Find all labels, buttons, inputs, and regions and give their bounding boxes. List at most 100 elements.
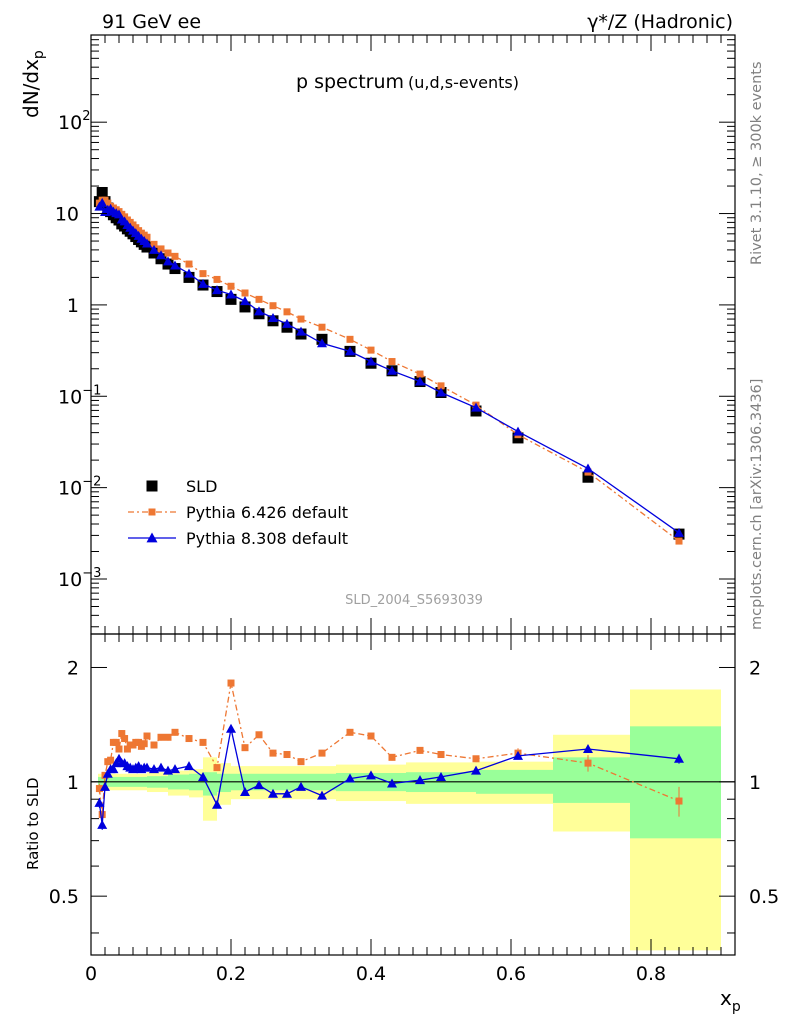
ratio-point-pythia-6-426-default	[346, 728, 354, 736]
y-tick-label: 102	[58, 109, 90, 134]
main-series-layer	[93, 186, 685, 545]
y-tick-label: 10−1	[58, 383, 101, 408]
ratio-point-pythia-8-308-default	[583, 744, 593, 754]
ratio-point-pythia-8-308-default	[387, 778, 397, 788]
y-tick-base: 10	[58, 478, 82, 500]
y-tick-label: 10−3	[58, 566, 101, 591]
ratio-y-tick-label: 2	[67, 657, 79, 679]
ratio-point-pythia-6-426-default	[283, 751, 291, 759]
legend-marker	[146, 480, 158, 492]
legend-marker	[148, 508, 156, 516]
point-pythia-6-426-default	[416, 370, 424, 378]
ratio-point-pythia-8-308-default	[317, 790, 327, 800]
ratio-point-pythia-6-426-default	[227, 679, 235, 687]
y-tick-base: 1	[67, 295, 79, 317]
point-pythia-6-426-default	[388, 358, 396, 366]
ratio-point-pythia-8-308-default	[513, 750, 523, 760]
ratio-y-tick-label-right: 0.5	[749, 886, 779, 908]
ratio-point-pythia-6-426-default	[185, 735, 193, 743]
legend-label: SLD	[186, 477, 217, 496]
ratio-point-pythia-8-308-default	[156, 762, 166, 772]
ratio-point-pythia-6-426-default	[318, 749, 326, 757]
point-pythia-8-308-default	[142, 238, 152, 248]
ratio-y-tick-label-right: 2	[749, 657, 761, 679]
ratio-point-pythia-6-426-default	[157, 733, 165, 741]
ratio-point-pythia-6-426-default	[140, 740, 148, 748]
point-pythia-8-308-default	[366, 356, 376, 366]
ratio-point-pythia-8-308-default	[212, 799, 222, 809]
point-pythia-6-426-default	[157, 245, 165, 253]
ratio-point-pythia-8-308-default	[345, 773, 355, 783]
ratio-point-pythia-6-426-default	[95, 785, 103, 793]
point-pythia-8-308-default	[97, 197, 108, 207]
analysis-watermark: SLD_2004_S5693039	[345, 593, 483, 608]
point-pythia-8-308-default	[268, 312, 278, 322]
y-tick-base: 10	[58, 569, 82, 591]
side-label-bottom: mcplots.cern.ch [arXiv:1306.3436]	[749, 379, 765, 630]
ratio-y-label: Ratio to SLD	[24, 777, 42, 870]
point-pythia-6-426-default	[675, 537, 683, 545]
point-sld	[96, 186, 108, 198]
ratio-point-pythia-8-308-default	[102, 768, 113, 778]
point-pythia-8-308-default	[296, 326, 306, 336]
point-pythia-6-426-default	[171, 252, 179, 260]
ratio-point-pythia-6-426-default	[143, 732, 151, 740]
point-pythia-8-308-default	[226, 289, 236, 299]
ratio-point-pythia-8-308-default	[240, 787, 250, 797]
point-pythia-8-308-default	[387, 365, 397, 375]
y-tick-base: 10	[55, 204, 79, 226]
ratio-point-pythia-8-308-default	[108, 764, 119, 774]
ratio-y-tick-label: 0.5	[49, 886, 79, 908]
ratio-y-tick-label-right: 1	[749, 772, 761, 794]
x-tick-label: 0.4	[356, 963, 386, 985]
ratio-point-pythia-6-426-default	[107, 756, 115, 764]
ratio-point-pythia-8-308-default	[254, 780, 264, 790]
ratio-point-pythia-8-308-default	[415, 775, 425, 785]
main-y-label-text: dN/dx	[19, 59, 43, 118]
point-pythia-6-426-default	[213, 275, 221, 283]
point-pythia-6-426-default	[297, 315, 305, 323]
point-pythia-8-308-default	[198, 278, 208, 288]
ratio-band-green	[217, 773, 231, 793]
point-pythia-6-426-default	[346, 335, 354, 343]
point-pythia-8-308-default	[149, 244, 159, 254]
point-pythia-6-426-default	[185, 260, 193, 268]
point-pythia-8-308-default	[583, 463, 593, 473]
point-pythia-8-308-default	[282, 318, 292, 328]
x-axis-label-text: x	[720, 986, 732, 1010]
point-pythia-8-308-default	[170, 260, 180, 270]
main-y-label: dN/dxp	[19, 50, 47, 118]
ratio-point-pythia-6-426-default	[150, 741, 158, 749]
point-pythia-6-426-default	[283, 308, 291, 316]
point-pythia-8-308-default	[240, 296, 250, 306]
ratio-point-pythia-6-426-default	[255, 731, 263, 739]
point-sld	[582, 471, 594, 483]
ratio-point-pythia-6-426-default	[171, 728, 179, 736]
ratio-point-pythia-6-426-default	[241, 744, 249, 752]
point-pythia-8-308-default	[513, 426, 523, 436]
point-pythia-8-308-default	[415, 376, 425, 386]
ratio-bands	[91, 689, 735, 951]
ratio-point-pythia-8-308-default	[674, 753, 684, 763]
point-pythia-8-308-default	[674, 527, 684, 537]
ratio-panel: 0.5 0.5 1 1 2 2 0 0.2 0.4 0.6 0.8 Ratio to SLD xp	[24, 633, 779, 1015]
point-pythia-8-308-default	[184, 268, 194, 278]
point-pythia-6-426-default	[437, 382, 445, 390]
header-left: 91 GeV ee	[102, 11, 201, 33]
y-tick-exponent: −3	[82, 566, 101, 581]
x-axis-label-sub: p	[732, 999, 741, 1015]
x-tick-label: 0.2	[216, 963, 246, 985]
y-tick-exponent: −2	[82, 475, 101, 490]
y-tick-label: 10−2	[58, 475, 101, 500]
ratio-point-pythia-8-308-default	[94, 797, 105, 807]
ratio-point-pythia-6-426-default	[112, 738, 120, 746]
y-tick-label: 10	[55, 204, 79, 226]
main-title-text: p spectrum	[296, 71, 404, 93]
point-pythia-6-426-default	[164, 249, 172, 257]
y-tick-label: 1	[67, 295, 79, 317]
ratio-point-pythia-8-308-default	[366, 770, 376, 780]
ratio-point-pythia-6-426-default	[164, 733, 172, 741]
ratio-series-layer	[94, 679, 684, 830]
